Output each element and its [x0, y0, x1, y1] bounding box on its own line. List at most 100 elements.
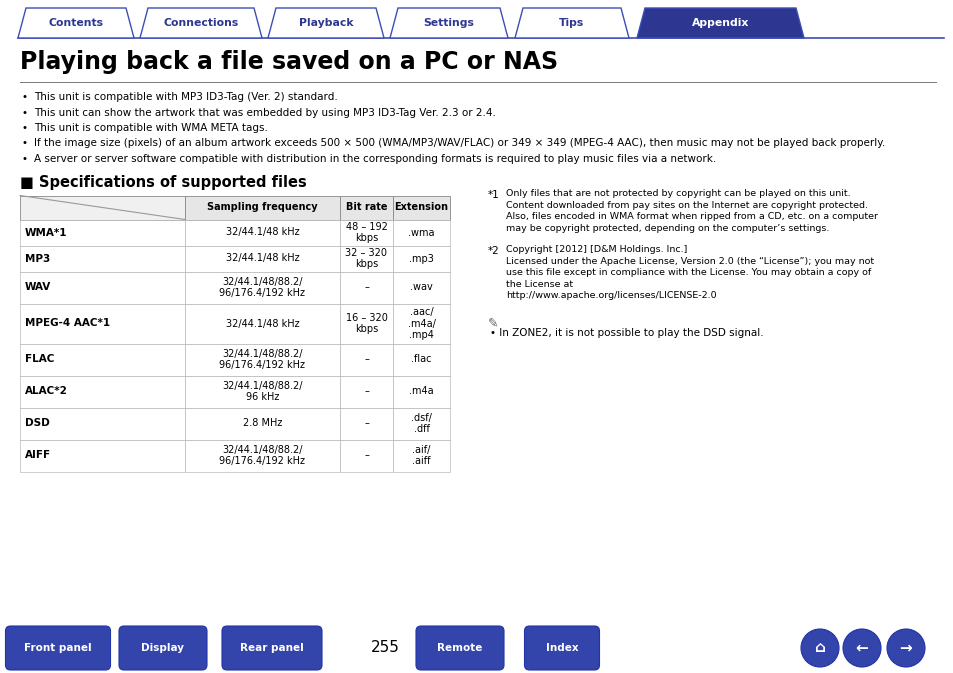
Text: MP3: MP3 [25, 254, 51, 264]
Text: 32/44.1/48 kHz: 32/44.1/48 kHz [226, 227, 299, 238]
Text: Index: Index [545, 643, 578, 653]
Text: –: – [364, 450, 369, 460]
Text: Copyright [2012] [D&M Holdings. Inc.]
Licensed under the Apache License, Version: Copyright [2012] [D&M Holdings. Inc.] Li… [505, 246, 873, 300]
Text: Playback: Playback [298, 18, 353, 28]
Text: 32/44.1/48 kHz: 32/44.1/48 kHz [226, 318, 299, 328]
FancyBboxPatch shape [20, 304, 185, 343]
Polygon shape [390, 8, 507, 38]
FancyBboxPatch shape [339, 195, 393, 219]
Text: Front panel: Front panel [24, 643, 91, 653]
FancyBboxPatch shape [393, 219, 450, 246]
FancyBboxPatch shape [185, 439, 339, 472]
Text: This unit is compatible with WMA META tags.: This unit is compatible with WMA META ta… [34, 123, 268, 133]
FancyBboxPatch shape [20, 195, 185, 219]
Text: FLAC: FLAC [25, 355, 54, 365]
FancyBboxPatch shape [339, 343, 393, 376]
FancyBboxPatch shape [416, 626, 503, 670]
Text: .flac: .flac [411, 355, 432, 365]
FancyBboxPatch shape [393, 246, 450, 271]
Text: .aif/
.aiff: .aif/ .aiff [412, 445, 431, 466]
Text: DSD: DSD [25, 419, 50, 429]
FancyBboxPatch shape [339, 246, 393, 271]
Text: WMA*1: WMA*1 [25, 227, 68, 238]
Text: Appendix: Appendix [691, 18, 748, 28]
Text: .m4a: .m4a [409, 386, 434, 396]
Polygon shape [140, 8, 262, 38]
Text: .aac/
.m4a/
.mp4: .aac/ .m4a/ .mp4 [407, 307, 435, 340]
Polygon shape [515, 8, 628, 38]
Text: If the image size (pixels) of an album artwork exceeds 500 × 500 (WMA/MP3/WAV/FL: If the image size (pixels) of an album a… [34, 139, 884, 149]
FancyBboxPatch shape [393, 343, 450, 376]
FancyBboxPatch shape [339, 439, 393, 472]
Text: *2: *2 [488, 246, 499, 256]
Circle shape [842, 629, 880, 667]
Text: Tips: Tips [558, 18, 584, 28]
FancyBboxPatch shape [393, 439, 450, 472]
FancyBboxPatch shape [339, 271, 393, 304]
Text: Contents: Contents [49, 18, 103, 28]
Text: WAV: WAV [25, 283, 51, 293]
Text: •: • [22, 154, 28, 164]
Text: Connections: Connections [163, 18, 238, 28]
Text: •: • [22, 123, 28, 133]
Text: •: • [22, 108, 28, 118]
Text: This unit is compatible with MP3 ID3-Tag (Ver. 2) standard.: This unit is compatible with MP3 ID3-Tag… [34, 92, 337, 102]
Circle shape [886, 629, 924, 667]
Text: 32/44.1/48/88.2/
96/176.4/192 kHz: 32/44.1/48/88.2/ 96/176.4/192 kHz [219, 349, 305, 370]
Text: Rear panel: Rear panel [240, 643, 304, 653]
FancyBboxPatch shape [185, 246, 339, 271]
FancyBboxPatch shape [185, 271, 339, 304]
Text: 32/44.1/48 kHz: 32/44.1/48 kHz [226, 254, 299, 264]
Text: Extension: Extension [395, 203, 448, 213]
Text: *1: *1 [488, 190, 499, 199]
Circle shape [801, 629, 838, 667]
Text: • In ZONE2, it is not possible to play the DSD signal.: • In ZONE2, it is not possible to play t… [490, 328, 762, 339]
FancyBboxPatch shape [339, 304, 393, 343]
Text: Remote: Remote [436, 643, 482, 653]
FancyBboxPatch shape [393, 195, 450, 219]
FancyBboxPatch shape [393, 304, 450, 343]
Text: ✎: ✎ [488, 316, 498, 330]
Text: ■ Specifications of supported files: ■ Specifications of supported files [20, 176, 307, 190]
Text: 32/44.1/48/88.2/
96/176.4/192 kHz: 32/44.1/48/88.2/ 96/176.4/192 kHz [219, 445, 305, 466]
Text: Only files that are not protected by copyright can be played on this unit.
Conte: Only files that are not protected by cop… [505, 190, 877, 233]
FancyBboxPatch shape [20, 246, 185, 271]
FancyBboxPatch shape [119, 626, 207, 670]
Text: ←: ← [855, 641, 867, 656]
FancyBboxPatch shape [524, 626, 598, 670]
FancyBboxPatch shape [393, 376, 450, 407]
FancyBboxPatch shape [185, 304, 339, 343]
FancyBboxPatch shape [185, 195, 339, 219]
FancyBboxPatch shape [20, 407, 185, 439]
FancyBboxPatch shape [222, 626, 322, 670]
Text: .wav: .wav [410, 283, 433, 293]
Text: .wma: .wma [408, 227, 435, 238]
Text: 2.8 MHz: 2.8 MHz [243, 419, 282, 429]
FancyBboxPatch shape [20, 343, 185, 376]
Text: →: → [899, 641, 911, 656]
FancyBboxPatch shape [185, 407, 339, 439]
FancyBboxPatch shape [20, 439, 185, 472]
Text: ALAC*2: ALAC*2 [25, 386, 68, 396]
Polygon shape [268, 8, 384, 38]
Text: ⌂: ⌂ [814, 641, 824, 656]
Text: Display: Display [141, 643, 184, 653]
FancyBboxPatch shape [20, 219, 185, 246]
FancyBboxPatch shape [393, 271, 450, 304]
Polygon shape [18, 8, 133, 38]
FancyBboxPatch shape [185, 343, 339, 376]
FancyBboxPatch shape [6, 626, 111, 670]
Text: AIFF: AIFF [25, 450, 51, 460]
Text: Playing back a file saved on a PC or NAS: Playing back a file saved on a PC or NAS [20, 50, 558, 74]
Polygon shape [637, 8, 803, 38]
Text: MPEG-4 AAC*1: MPEG-4 AAC*1 [25, 318, 110, 328]
Text: Bit rate: Bit rate [345, 203, 387, 213]
Text: 32/44.1/48/88.2/
96/176.4/192 kHz: 32/44.1/48/88.2/ 96/176.4/192 kHz [219, 277, 305, 298]
Text: –: – [364, 386, 369, 396]
FancyBboxPatch shape [339, 376, 393, 407]
Text: 32/44.1/48/88.2/
96 kHz: 32/44.1/48/88.2/ 96 kHz [222, 381, 302, 402]
FancyBboxPatch shape [393, 407, 450, 439]
FancyBboxPatch shape [339, 219, 393, 246]
Text: 16 – 320
kbps: 16 – 320 kbps [345, 313, 387, 334]
FancyBboxPatch shape [20, 376, 185, 407]
